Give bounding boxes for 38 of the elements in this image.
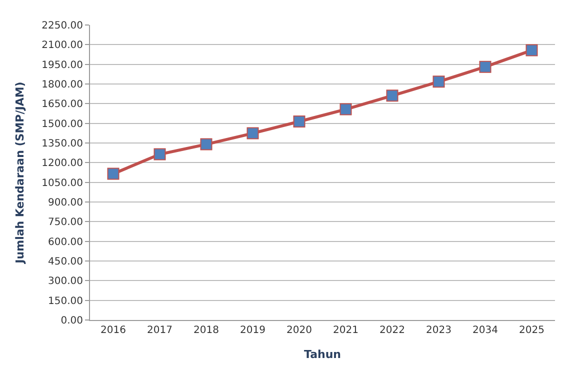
point [293,116,306,128]
y-tick-label: 450.00 [48,256,83,268]
point [479,60,492,73]
y-tick-label: 750.00 [48,217,83,228]
x-tick-label: 2019 [240,325,266,336]
x-tick-label: 2025 [519,325,544,336]
point [386,90,398,102]
x-tick-label: 2022 [380,325,405,336]
y-tick-label: 1200.00 [42,158,83,170]
point [154,148,166,160]
point [246,127,259,140]
point [526,44,538,56]
point [340,103,352,116]
y-tick-label: 600.00 [48,236,83,248]
y-tick-label: 150.00 [48,296,83,307]
x-tick-label: 2016 [100,325,126,336]
y-tick-label: 2100.00 [42,40,83,52]
y-axis-title: Jumlah Kendaraan (SMP/JAM) [13,82,26,264]
y-tick-label: 0.00 [60,316,83,326]
x-tick-label: 2021 [333,325,358,336]
x-tick-label: 2023 [426,325,452,336]
y-tick-label: 1500.00 [42,118,83,130]
y-tick-label: 1800.00 [42,80,83,90]
y-tick-label: 1650.00 [42,99,83,110]
y-tick-label: 1950.00 [42,60,83,71]
x-tick-label: 2034 [472,325,498,336]
y-tick-label: 1050.00 [42,178,83,189]
x-tick-label: 2020 [286,325,312,336]
point [432,76,445,88]
x-tick-label: 2017 [147,325,172,336]
y-tick-label: 1350.00 [42,138,83,150]
point [107,168,120,180]
y-tick-label: 900.00 [48,198,83,208]
x-tick-label: 2018 [194,325,219,336]
point [200,138,212,150]
y-tick-label: 2250.00 [42,20,83,32]
y-tick-label: 300.00 [48,276,83,288]
x-axis-title: Tahun [304,348,342,362]
